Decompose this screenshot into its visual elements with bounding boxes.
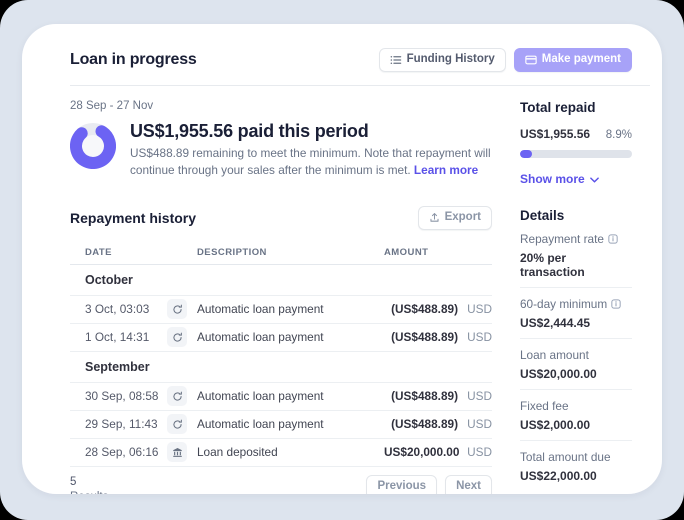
- main-column: 28 Sep - 27 Nov US$1,955.56 paid this pe…: [70, 100, 492, 494]
- refresh-icon: [167, 299, 187, 320]
- detail-label: Repayment rate: [520, 231, 604, 246]
- detail-item: 60-day minimum US$2,444.45: [520, 288, 632, 339]
- row-currency: USD: [467, 330, 492, 345]
- detail-item: Fixed fee US$2,000.00: [520, 390, 632, 441]
- funding-history-button[interactable]: Funding History: [378, 48, 506, 72]
- row-description: Automatic loan payment: [197, 330, 324, 345]
- details-list: Repayment rate 20% per transaction 60-day …: [520, 223, 632, 491]
- total-repaid-title: Total repaid: [520, 99, 596, 115]
- refresh-icon: [167, 414, 187, 435]
- repayment-table: DATE DESCRIPTION AMOUNT October 3 Oct, 03…: [70, 242, 492, 467]
- group-label: September: [85, 359, 150, 374]
- table-row: 28 Sep, 06:16 Loan deposited US$20,000.00 U…: [70, 439, 492, 467]
- group-header-row: October: [70, 265, 492, 296]
- detail-value: 20% per transaction: [520, 250, 585, 279]
- table-row: 30 Sep, 08:58 Automatic loan payment (US$4…: [70, 383, 492, 411]
- results-count: 5: [70, 475, 77, 488]
- detail-value: US$2,000.00: [520, 417, 591, 432]
- learn-more-link[interactable]: Learn more: [413, 162, 479, 177]
- refresh-icon: [167, 386, 187, 407]
- row-currency: USD: [467, 302, 492, 317]
- loan-card: Loan in progress Funding History: [22, 24, 662, 494]
- row-amount: (US$488.89): [391, 389, 458, 404]
- export-icon: [429, 212, 440, 223]
- card-header: Loan in progress Funding History: [70, 48, 632, 72]
- sidebar: Total repaid US$1,955.56 8.9% Show more …: [520, 100, 632, 494]
- detail-item: Loan amount US$20,000.00: [520, 339, 632, 390]
- row-date: 1 Oct, 14:31: [85, 330, 150, 345]
- paid-this-period-title: US$1,955.56 paid this period: [130, 120, 369, 141]
- detail-label: 60-day minimum: [520, 296, 608, 311]
- paid-subtitle: US$488.89 remaining to meet the minimum.…: [130, 145, 492, 179]
- remaining-text: US$488.89 remaining to meet the minimum.…: [130, 145, 491, 177]
- repayment-history-title: Repayment history: [70, 209, 197, 226]
- show-more-label: Show more: [520, 171, 585, 186]
- table-row: 1 Oct, 14:31 Automatic loan payment (US$48…: [70, 324, 492, 352]
- make-payment-label: Make payment: [541, 53, 621, 65]
- previous-button[interactable]: Previous: [366, 474, 438, 494]
- row-description: Automatic loan payment: [197, 389, 324, 404]
- next-button[interactable]: Next: [445, 474, 492, 494]
- row-amount: US$20,000.00: [384, 445, 460, 460]
- detail-value: US$22,000.00: [520, 468, 597, 483]
- row-description: Loan deposited: [197, 445, 278, 460]
- group-header-row: September: [70, 352, 492, 383]
- refresh-icon: [167, 327, 187, 348]
- page-title: Loan in progress: [70, 50, 197, 68]
- repaid-progress-bar: [520, 149, 632, 158]
- row-date: 28 Sep, 06:16: [85, 445, 159, 460]
- column-description: DESCRIPTION: [197, 247, 267, 259]
- detail-label: Fixed fee: [520, 398, 569, 413]
- row-date: 29 Sep, 11:43: [85, 417, 158, 432]
- info-icon[interactable]: [611, 299, 621, 309]
- repaid-progress-fill: [520, 149, 533, 158]
- total-repaid-amount: US$1,955.56: [520, 126, 591, 141]
- bank-icon: [167, 442, 187, 463]
- export-button[interactable]: Export: [417, 205, 492, 230]
- list-icon: [390, 54, 402, 66]
- group-label: October: [85, 272, 133, 287]
- detail-value: US$2,444.45: [520, 315, 591, 330]
- detail-value: US$20,000.00: [520, 366, 597, 381]
- period-label: 28 Sep - 27 Nov: [70, 99, 154, 112]
- column-amount: AMOUNT: [384, 247, 429, 259]
- detail-item: Total amount due US$22,000.00: [520, 441, 632, 491]
- details-title: Details: [520, 207, 565, 223]
- row-description: Automatic loan payment: [197, 417, 324, 432]
- detail-item: Repayment rate 20% per transaction: [520, 223, 632, 288]
- row-amount: (US$488.89): [391, 330, 458, 345]
- total-repaid-percent: 8.9%: [605, 128, 632, 141]
- info-icon[interactable]: [608, 234, 618, 244]
- chevron-down-icon: [589, 172, 599, 186]
- row-currency: USD: [467, 445, 492, 460]
- funding-history-label: Funding History: [406, 53, 495, 65]
- export-label: Export: [444, 210, 481, 223]
- row-date: 30 Sep, 08:58: [85, 389, 159, 404]
- row-description: Automatic loan payment: [197, 302, 324, 317]
- row-date: 3 Oct, 03:03: [85, 302, 150, 317]
- detail-label: Loan amount: [520, 347, 589, 362]
- row-amount: (US$488.89): [391, 417, 458, 432]
- card-icon: [525, 54, 537, 66]
- column-date: DATE: [85, 247, 112, 259]
- table-header-row: DATE DESCRIPTION AMOUNT: [70, 242, 492, 265]
- paid-summary: US$1,955.56 paid this period US$488.89 r…: [70, 121, 492, 179]
- pagination: 5 Results Previous Next: [70, 467, 492, 494]
- detail-label: Total amount due: [520, 449, 611, 464]
- row-amount: (US$488.89): [391, 302, 458, 317]
- row-currency: USD: [467, 389, 492, 404]
- progress-donut-icon: [70, 122, 116, 174]
- table-row: 3 Oct, 03:03 Automatic loan payment (US$48…: [70, 296, 492, 324]
- results-label: Results: [70, 490, 108, 494]
- header-actions: Funding History Make payment: [378, 48, 632, 72]
- header-divider: [70, 84, 650, 86]
- show-more-link[interactable]: Show more: [520, 172, 599, 186]
- make-payment-button[interactable]: Make payment: [513, 48, 632, 72]
- row-currency: USD: [467, 417, 492, 432]
- table-row: 29 Sep, 11:43 Automatic loan payment (US$4…: [70, 411, 492, 439]
